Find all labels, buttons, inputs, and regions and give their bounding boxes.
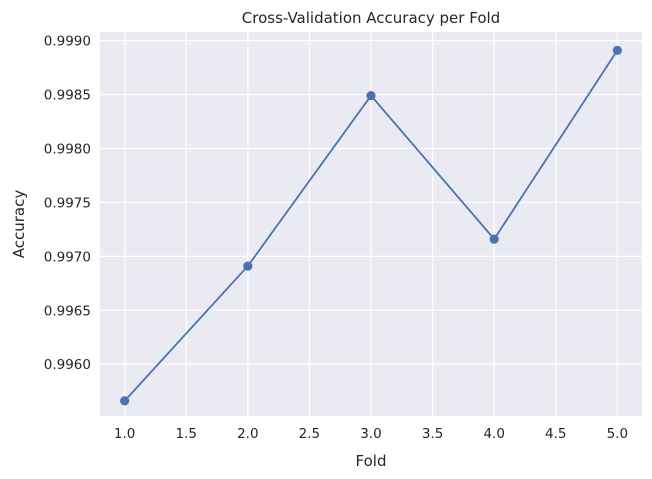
x-tick-label: 1.5 xyxy=(175,426,196,442)
x-tick-labels: 1.0 1.5 2.0 2.5 3.0 3.5 4.0 4.5 5.0 xyxy=(114,426,628,442)
y-tick-label: 0.9965 xyxy=(44,303,91,319)
chart-title: Cross-Validation Accuracy per Fold xyxy=(242,9,500,27)
y-tick-label: 0.9985 xyxy=(44,88,91,104)
y-tick-label: 0.9990 xyxy=(44,34,91,50)
series-layer xyxy=(120,45,622,406)
y-tick-label: 0.9975 xyxy=(44,195,91,211)
x-axis-label: Fold xyxy=(356,452,387,470)
data-point xyxy=(243,261,253,271)
x-grid xyxy=(124,32,618,416)
x-tick-label: 2.5 xyxy=(299,426,320,442)
x-tick-label: 2.0 xyxy=(237,426,258,442)
data-point xyxy=(366,91,376,101)
y-tick-label: 0.9970 xyxy=(44,249,91,265)
data-point xyxy=(120,396,130,406)
x-tick-label: 4.5 xyxy=(545,426,566,442)
x-tick-label: 3.5 xyxy=(422,426,443,442)
x-tick-label: 4.0 xyxy=(483,426,504,442)
y-tick-labels: 0.9960 0.9965 0.9970 0.9975 0.9980 0.9985 0.99… xyxy=(44,34,91,374)
x-tick-label: 3.0 xyxy=(360,426,381,442)
y-tick-label: 0.9960 xyxy=(44,357,91,373)
data-point xyxy=(612,45,622,55)
data-point xyxy=(489,234,499,244)
y-axis-label: Accuracy xyxy=(10,190,28,259)
x-tick-label: 5.0 xyxy=(607,426,628,442)
y-tick-label: 0.9980 xyxy=(44,141,91,157)
x-tick-label: 1.0 xyxy=(114,426,135,442)
